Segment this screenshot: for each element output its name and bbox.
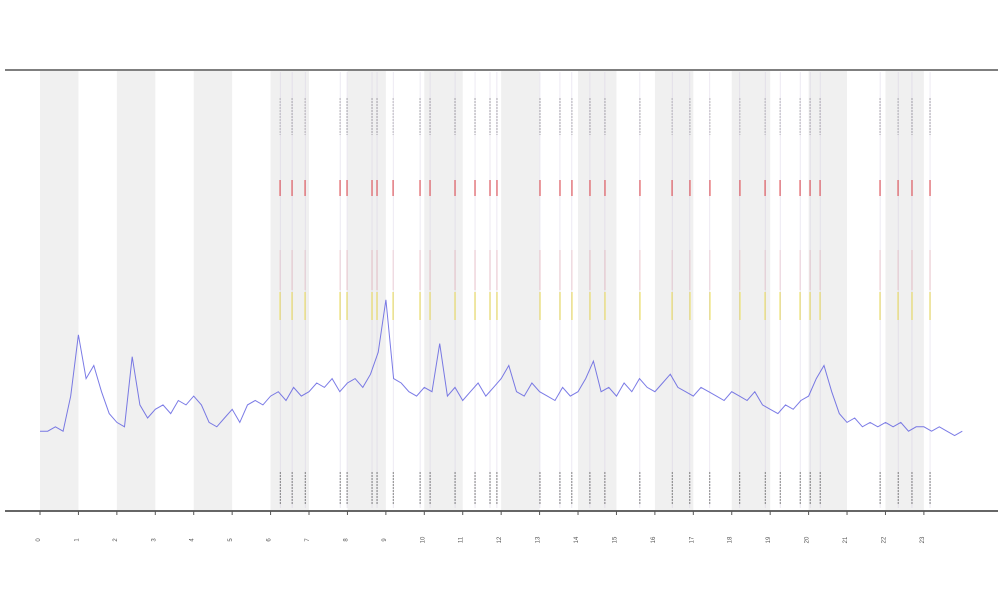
x-tick-label: 18 — [728, 536, 734, 543]
day-band — [270, 71, 310, 510]
day-band — [424, 71, 463, 510]
x-tick-label: 13 — [536, 536, 542, 543]
day-band — [578, 71, 617, 510]
x-tick-label: 8 — [343, 538, 349, 542]
x-tick-label: 22 — [881, 536, 887, 543]
day-band — [885, 71, 924, 510]
day-band — [654, 71, 694, 510]
day-band — [347, 71, 386, 510]
x-tick-label: 17 — [689, 536, 695, 543]
day-band — [193, 71, 233, 510]
day-band — [808, 71, 848, 510]
x-tick-label: 5 — [228, 538, 234, 542]
x-tick-label: 16 — [651, 536, 657, 543]
day-band — [40, 71, 79, 510]
x-tick-label: 7 — [305, 538, 311, 542]
x-tick-label: 4 — [190, 538, 196, 542]
x-tick-label: 11 — [459, 536, 465, 543]
x-tick-label: 14 — [574, 536, 580, 543]
x-tick-label: 1 — [74, 538, 80, 542]
x-tick-label: 23 — [920, 536, 926, 543]
x-tick-label: 6 — [267, 538, 273, 542]
x-tick-label: 3 — [151, 538, 157, 542]
x-tick-label: 12 — [497, 536, 503, 543]
x-tick-label: 21 — [843, 536, 849, 543]
x-tick-label: 0 — [36, 538, 42, 542]
day-band — [501, 71, 540, 510]
x-tick-label: 19 — [766, 536, 772, 543]
x-tick-label: 10 — [420, 536, 426, 543]
x-tick-label: 15 — [612, 536, 618, 543]
day-band — [731, 71, 771, 510]
x-tick-label: 20 — [805, 536, 811, 543]
series-line — [40, 299, 963, 437]
x-tick-label: 2 — [113, 538, 119, 542]
x-tick-label: 9 — [382, 538, 388, 542]
day-band — [116, 71, 156, 510]
